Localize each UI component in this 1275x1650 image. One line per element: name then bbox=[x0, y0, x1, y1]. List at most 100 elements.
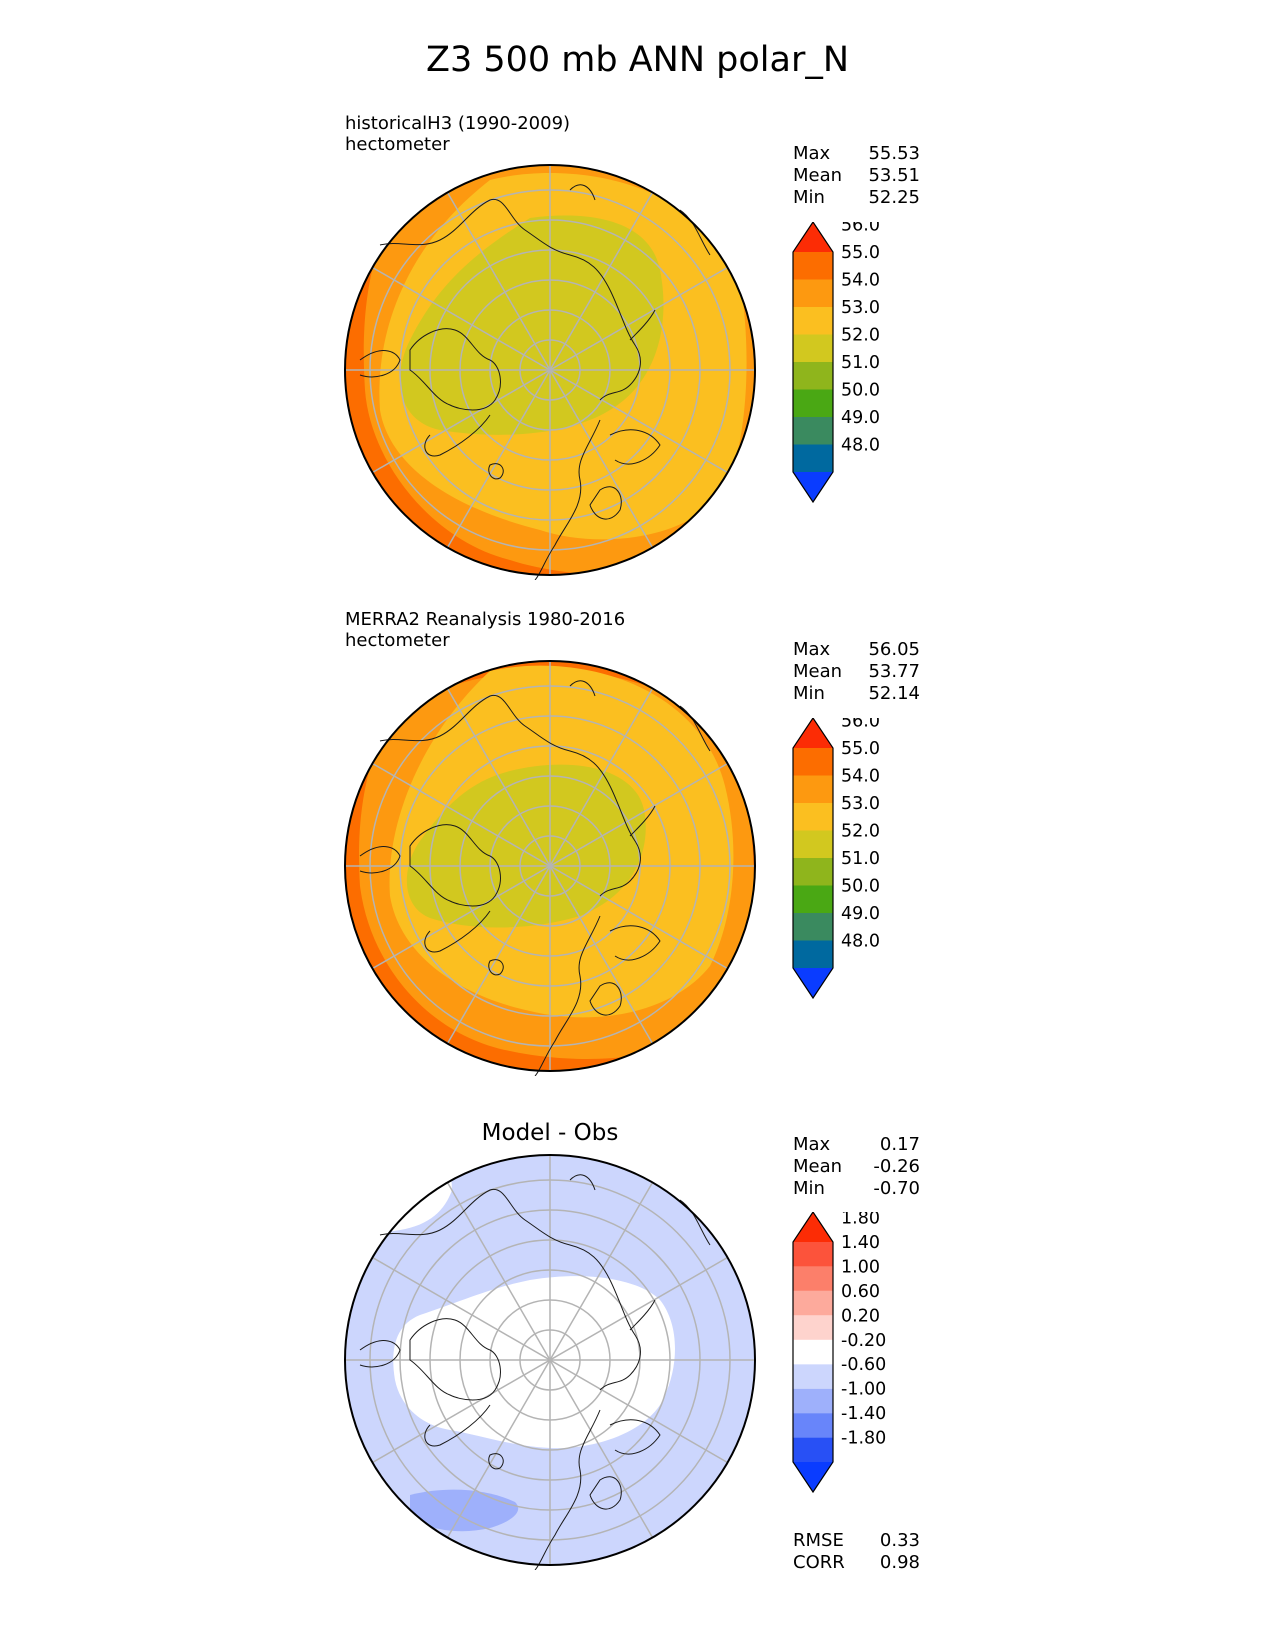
colorbar-segment bbox=[793, 1290, 833, 1316]
stat-min-value: 52.14 bbox=[868, 683, 920, 704]
stat-max-value: 55.53 bbox=[868, 143, 920, 164]
colorbar-segment bbox=[793, 252, 833, 280]
stat-mean-value: 53.51 bbox=[868, 165, 920, 186]
colorbar-segment bbox=[793, 885, 833, 913]
coastlines bbox=[359, 184, 711, 580]
panel-2-case-name: MERRA2 Reanalysis 1980-2016 bbox=[345, 609, 626, 630]
panel-1-case-name: historicalH3 (1990-2009) bbox=[345, 113, 571, 134]
colorbar-outline bbox=[792, 222, 834, 504]
colorbar-segment bbox=[793, 1437, 833, 1462]
panel-3-stats: Max 0.17 Mean -0.26 Min -0.70 bbox=[793, 1134, 920, 1200]
colorbar-tick-label: 51.0 bbox=[841, 849, 880, 869]
figure-title: Z3 500 mb ANN polar_N bbox=[425, 40, 850, 80]
panel-3-title: Model - Obs bbox=[481, 1120, 619, 1146]
panel-2-units: hectometer bbox=[345, 630, 450, 651]
stat-rmse-label: RMSE bbox=[793, 1530, 844, 1551]
colorbar-segment bbox=[793, 279, 833, 307]
graticule bbox=[345, 1155, 755, 1565]
panel-2-colorbar: 48.0 49.0 50.0 51.0 52.0 53.0 54.0 55.0 56.0 bbox=[792, 718, 880, 1000]
colorbar-extend-max bbox=[793, 1212, 833, 1242]
panel-2-polar-map bbox=[344, 660, 756, 1076]
stat-max-label: Max bbox=[793, 143, 831, 164]
colorbar-segment bbox=[793, 940, 833, 968]
colorbar-segment bbox=[793, 775, 833, 803]
map-boundary bbox=[344, 164, 756, 576]
stat-max-value: 56.05 bbox=[868, 639, 920, 660]
colorbar-tick-label: -1.80 bbox=[841, 1429, 886, 1449]
colorbar-tick-label: 49.0 bbox=[841, 408, 880, 428]
panel-1-units: hectometer bbox=[345, 134, 450, 155]
panel-1-polar-map bbox=[344, 164, 756, 580]
panel-1-title: historicalH3 (1990-2009) hectometer bbox=[345, 113, 570, 155]
colorbar-extend-min bbox=[793, 1462, 833, 1492]
colorbar-tick-label: -1.00 bbox=[841, 1380, 886, 1400]
panel-3-polar-map bbox=[344, 1154, 756, 1570]
panel-3-error-stats: RMSE 0.33 CORR 0.98 bbox=[793, 1530, 920, 1574]
colorbar-outline bbox=[792, 1212, 834, 1494]
colorbar-segment bbox=[793, 1388, 833, 1414]
colorbar-tick-label: 1.40 bbox=[841, 1233, 880, 1253]
colorbar-segment bbox=[793, 334, 833, 362]
colorbar-segment bbox=[793, 1266, 833, 1291]
panel-2-stats: Max 56.05 Mean 53.77 Min 52.14 bbox=[793, 639, 920, 705]
colorbar-tick-label: -1.40 bbox=[841, 1404, 886, 1424]
colorbar-tick-label: 0.20 bbox=[841, 1306, 880, 1326]
stat-max-label: Max bbox=[793, 639, 831, 660]
graticule bbox=[345, 165, 755, 575]
colorbar-tick-label: -0.60 bbox=[841, 1355, 886, 1375]
colorbar-segment bbox=[793, 389, 833, 417]
colorbar-extend-max bbox=[793, 222, 833, 252]
panel-2-title: MERRA2 Reanalysis 1980-2016 hectometer bbox=[345, 609, 625, 651]
colorbar-segment bbox=[793, 417, 833, 445]
colorbar-segment bbox=[793, 1242, 833, 1267]
coastlines bbox=[359, 1174, 711, 1570]
stat-mean-value: 53.77 bbox=[868, 661, 920, 682]
colorbar-segment bbox=[793, 307, 833, 335]
colorbar-extend-min bbox=[793, 968, 833, 998]
colorbar-tick-label: -0.20 bbox=[841, 1331, 886, 1351]
stat-corr-label: CORR bbox=[793, 1552, 845, 1573]
stat-mean-label: Mean bbox=[793, 661, 843, 682]
stat-corr-value: 0.98 bbox=[879, 1552, 920, 1573]
stat-min-value: -0.70 bbox=[873, 1178, 920, 1199]
colorbar-segment bbox=[793, 444, 833, 472]
colorbar-tick-label: 56.0 bbox=[841, 222, 880, 236]
coastlines bbox=[359, 680, 711, 1076]
stat-rmse-value: 0.33 bbox=[879, 1530, 920, 1551]
colorbar-tick-label: 49.0 bbox=[841, 904, 880, 924]
colorbar-extend-min bbox=[793, 472, 833, 502]
colorbar-tick-label: 1.00 bbox=[841, 1257, 880, 1277]
stat-mean-label: Mean bbox=[793, 1156, 843, 1177]
stat-mean-value: -0.26 bbox=[873, 1156, 920, 1177]
colorbar-tick-label: 48.0 bbox=[841, 436, 880, 456]
colorbar-tick-label: 52.0 bbox=[841, 822, 880, 842]
colorbar-segment bbox=[793, 748, 833, 776]
graticule bbox=[345, 661, 755, 1071]
stat-mean-label: Mean bbox=[793, 165, 843, 186]
colorbar-tick-label: 55.0 bbox=[841, 243, 880, 263]
map-boundary bbox=[344, 1154, 756, 1566]
stat-max-label: Max bbox=[793, 1134, 831, 1155]
colorbar-tick-label: 56.0 bbox=[841, 718, 880, 732]
stat-max-value: 0.17 bbox=[879, 1134, 920, 1155]
colorbar-segment bbox=[793, 362, 833, 390]
colorbar-segment bbox=[793, 1364, 833, 1389]
colorbar-tick-label: 54.0 bbox=[841, 767, 880, 787]
colorbar-extend-max bbox=[793, 718, 833, 748]
colorbar-tick-label: 50.0 bbox=[841, 877, 880, 897]
colorbar-segment bbox=[793, 803, 833, 831]
colorbar-tick-label: 1.80 bbox=[841, 1212, 880, 1229]
colorbar-tick-label: 54.0 bbox=[841, 271, 880, 291]
panel-1-stats: Max 55.53 Mean 53.51 Min 52.25 bbox=[793, 143, 920, 209]
map-boundary bbox=[344, 660, 756, 1072]
colorbar-tick-label: 55.0 bbox=[841, 739, 880, 759]
panel-1-colorbar: 48.0 49.0 50.0 51.0 52.0 53.0 54.0 55.0 56.0 bbox=[792, 222, 880, 504]
colorbar-segment bbox=[793, 858, 833, 886]
stat-min-label: Min bbox=[793, 683, 825, 704]
colorbar-tick-label: 48.0 bbox=[841, 932, 880, 952]
colorbar-segment bbox=[793, 1413, 833, 1438]
colorbar-outline bbox=[792, 718, 834, 1000]
stat-min-label: Min bbox=[793, 1178, 825, 1199]
colorbar-tick-label: 50.0 bbox=[841, 381, 880, 401]
stat-min-value: 52.25 bbox=[868, 187, 920, 208]
